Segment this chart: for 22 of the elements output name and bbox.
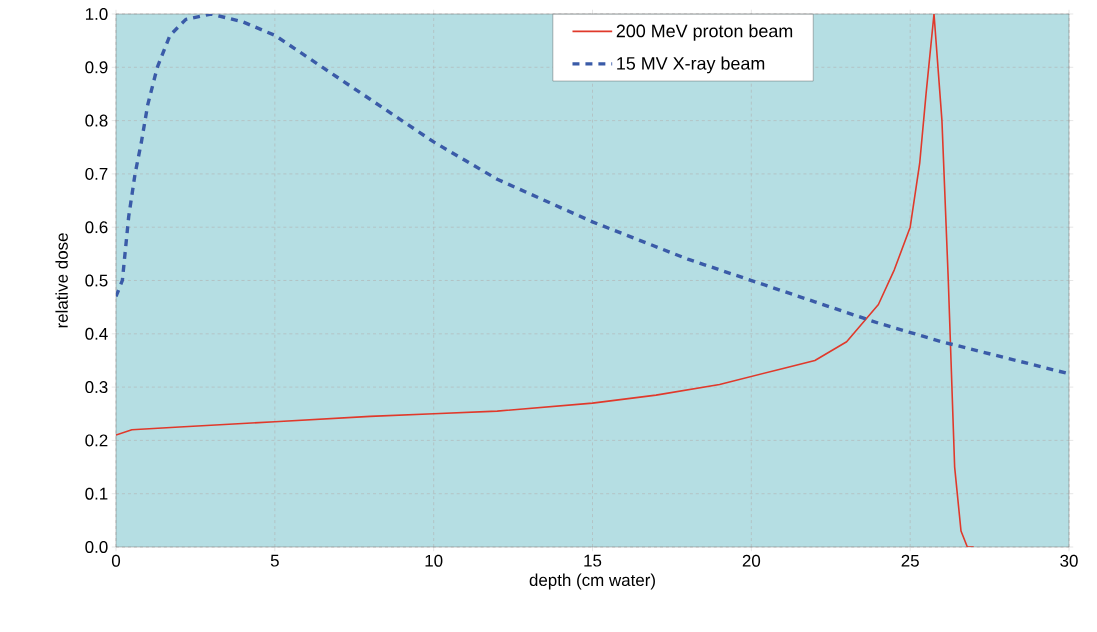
y-tick-label: 0.0 bbox=[85, 541, 108, 553]
x-tick-label: 30 bbox=[1060, 554, 1078, 567]
y-tick-label: 0.3 bbox=[85, 381, 108, 394]
x-tick-label: 20 bbox=[742, 554, 761, 567]
x-tick-label: 15 bbox=[584, 554, 602, 567]
y-tick-label: 1.0 bbox=[85, 8, 108, 20]
y-tick-label: 0.9 bbox=[85, 61, 108, 74]
legend-label: 200 MeV proton beam bbox=[616, 24, 793, 41]
x-tick-label: 25 bbox=[901, 554, 919, 567]
x-tick-label: 10 bbox=[425, 554, 443, 567]
y-tick-label: 0.1 bbox=[85, 487, 108, 500]
x-tick-label: 0 bbox=[111, 554, 121, 567]
y-tick-label: 0.7 bbox=[85, 167, 108, 180]
y-tick-label: 0.6 bbox=[85, 221, 108, 234]
legend-label: 15 MV X-ray beam bbox=[617, 56, 765, 74]
y-tick-label: 0.4 bbox=[85, 327, 108, 340]
y-tick-label: 0.2 bbox=[85, 434, 108, 447]
y-tick-label: 0.8 bbox=[85, 114, 108, 127]
x-tick-label: 5 bbox=[270, 554, 279, 567]
x-axis-title: depth (cm water) bbox=[529, 573, 655, 590]
y-tick-label: 0.5 bbox=[85, 274, 108, 287]
y-axis-title: relative dose bbox=[55, 233, 68, 328]
